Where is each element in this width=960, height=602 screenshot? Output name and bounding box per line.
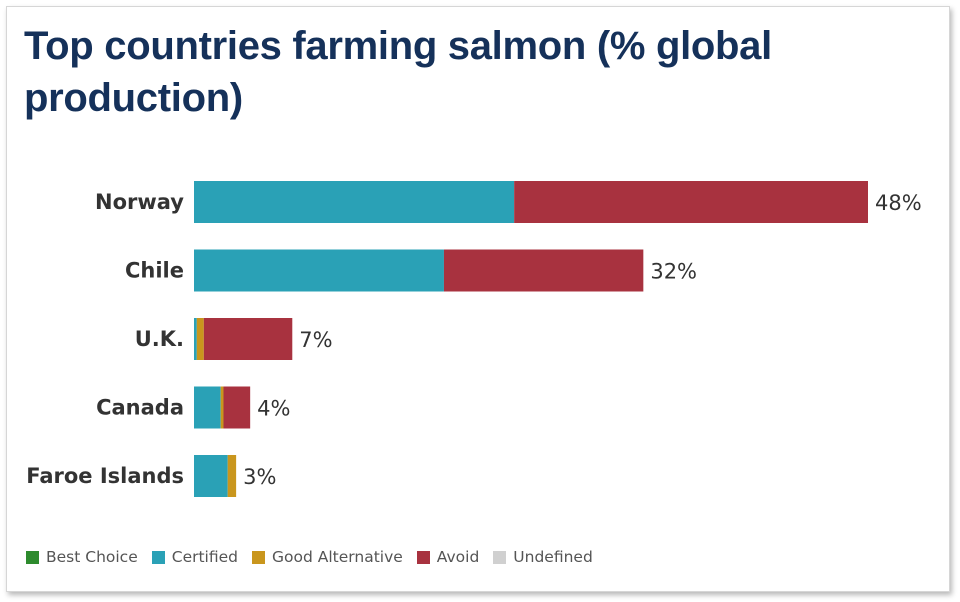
legend-swatch [151,550,165,564]
legend-item-good-alternative: Good Alternative [252,548,403,566]
bar-chile-avoid [443,249,644,292]
bar-u-k-good-alternative [196,318,204,360]
category-label-u-k: U.K. [135,327,184,351]
bar-faroe-islands-certified [194,455,228,497]
category-label-canada: Canada [96,396,184,420]
legend-label: Avoid [436,548,480,566]
chart-legend: Best Choice Certified Good Alternative Avoi… [26,546,607,568]
legend-item-undefined: Undefined [493,548,593,566]
value-label-faroe-islands: 3% [243,465,276,489]
category-label-chile: Chile [125,259,184,283]
value-label-u-k: 7% [299,328,332,352]
legend-item-best-choice: Best Choice [26,548,138,566]
value-label-chile: 32% [650,260,697,284]
bar-faroe-islands-good-alternative [227,455,237,497]
value-label-canada: 4% [257,397,290,421]
legend-swatch [252,550,266,564]
value-label-norway: 48% [875,191,922,215]
bar-chile-certified [194,249,444,292]
bar-u-k-avoid [203,318,293,360]
bar-norway-avoid [514,181,868,223]
legend-swatch [26,550,39,564]
chart-card [6,6,950,592]
legend-swatch [493,550,507,564]
bar-u-k-certified [194,318,197,360]
bar-norway-certified [194,181,515,223]
category-label-faroe-islands: Faroe Islands [26,464,184,488]
bar-canada-good-alternative [220,386,224,429]
legend-item-avoid: Avoid [416,548,480,566]
bar-canada-avoid [223,386,251,429]
legend-label: Good Alternative [272,548,403,566]
legend-item-certified: Certified [151,548,239,566]
legend-label: Best Choice [46,548,138,566]
legend-label: Undefined [513,548,593,566]
chart-title: Top countries farming salmon (% global p… [24,24,772,120]
legend-swatch [416,550,430,564]
legend-label: Certified [171,548,239,566]
bar-canada-certified [194,386,221,429]
category-label-norway: Norway [95,190,184,214]
